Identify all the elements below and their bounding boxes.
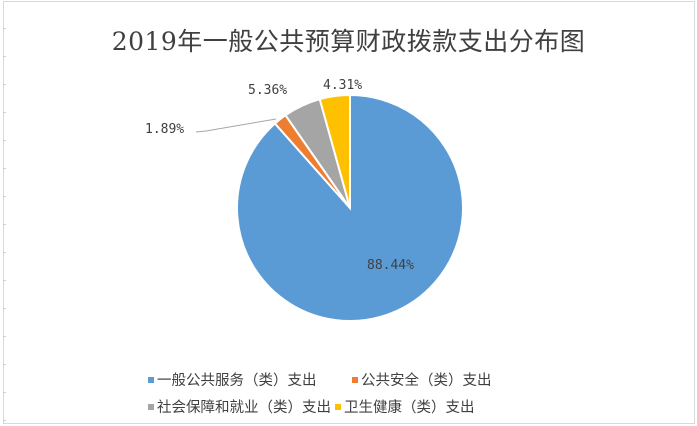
grid-tick [3,364,6,365]
chart-title: 2019年一般公共预算财政拨款支出分布图 [111,27,586,56]
legend-item-security[interactable]: 公共安全（类）支出 [352,369,492,390]
legend-label: 公共安全（类）支出 [361,373,492,389]
data-label-social: 5.36% [248,83,288,98]
legend-label: 社会保障和就业（类）支出 [157,400,331,416]
grid-tick [3,168,6,169]
legend-item-social[interactable]: 社会保障和就业（类）支出 [148,396,331,417]
grid-tick [3,112,6,113]
data-label-health: 4.31% [323,78,363,93]
grid-tick [3,420,6,421]
legend-item-general[interactable]: 一般公共服务（类）支出 [148,369,348,390]
legend-swatch [148,403,154,410]
legend-swatch [335,403,341,410]
legend: 一般公共服务（类）支出 公共安全（类）支出 社会保障和就业（类）支出 卫生健康（… [148,366,496,420]
grid-tick [3,392,6,393]
grid-tick [3,56,6,57]
grid-tick [3,224,6,225]
data-label-security: 1.89% [145,122,185,137]
legend-swatch [148,376,154,383]
grid-tick [3,280,6,281]
grid-tick [3,336,6,337]
pie-slices [236,93,464,322]
grid-tick [3,140,6,141]
pie-slice-health[interactable] [318,93,351,209]
grid-tick [3,84,6,85]
grid-tick [3,252,6,253]
data-label-general: 88.44% [367,258,414,273]
legend-label: 一般公共服务（类）支出 [157,373,317,389]
legend-label: 卫生健康（类）支出 [344,400,475,416]
legend-item-health[interactable]: 卫生健康（类）支出 [335,396,475,417]
leader-line [195,118,277,133]
grid-tick [3,196,6,197]
legend-swatch [352,376,358,383]
grid-tick [3,308,6,309]
grid-tick [3,28,6,29]
